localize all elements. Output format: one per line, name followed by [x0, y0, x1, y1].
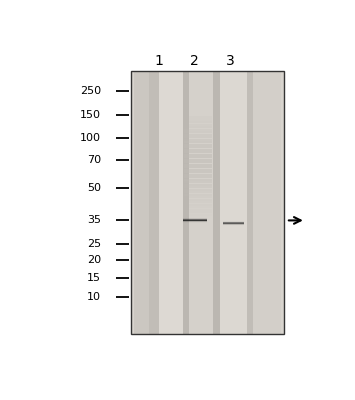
Bar	[185, 186, 212, 188]
Bar	[185, 156, 212, 158]
Bar	[185, 181, 212, 184]
Bar	[185, 168, 212, 171]
Text: 70: 70	[87, 155, 101, 165]
Bar	[185, 176, 212, 178]
Text: 50: 50	[87, 183, 101, 193]
Bar	[185, 161, 212, 164]
Bar	[185, 118, 212, 121]
Bar	[185, 174, 212, 176]
Text: 1: 1	[154, 54, 163, 68]
Bar	[185, 151, 212, 154]
Bar	[185, 138, 212, 141]
Text: 250: 250	[80, 86, 101, 96]
Bar	[131, 71, 284, 334]
Bar	[185, 126, 212, 128]
Bar	[185, 196, 212, 198]
Text: 2: 2	[190, 54, 199, 68]
Bar	[185, 214, 212, 216]
Bar	[185, 141, 212, 144]
Bar	[185, 206, 212, 208]
Bar	[185, 184, 212, 186]
Bar	[131, 71, 284, 334]
Bar	[185, 188, 212, 191]
Bar	[189, 71, 213, 334]
Bar	[185, 198, 212, 201]
Text: 150: 150	[80, 110, 101, 120]
Bar	[185, 211, 212, 214]
Bar	[213, 71, 220, 334]
Bar	[185, 154, 212, 156]
Bar	[185, 178, 212, 181]
Bar	[185, 208, 212, 211]
Text: 100: 100	[80, 133, 101, 143]
Bar	[185, 171, 212, 174]
Bar	[159, 71, 183, 334]
Bar	[185, 136, 212, 138]
Bar	[185, 204, 212, 206]
Bar	[247, 71, 253, 334]
Bar	[185, 124, 212, 126]
Text: 25: 25	[87, 239, 101, 249]
Bar	[149, 71, 159, 334]
Bar	[185, 144, 212, 146]
Bar	[185, 158, 212, 161]
Text: 15: 15	[87, 273, 101, 283]
Bar	[185, 164, 212, 166]
Bar	[134, 71, 149, 334]
Bar	[185, 201, 212, 204]
Bar	[185, 146, 212, 148]
Bar	[253, 71, 281, 334]
Text: 3: 3	[226, 54, 234, 68]
Text: 10: 10	[87, 292, 101, 302]
Bar	[185, 116, 212, 118]
Bar	[185, 148, 212, 151]
Text: 35: 35	[87, 216, 101, 226]
Text: 20: 20	[87, 255, 101, 265]
Bar	[185, 128, 212, 131]
Bar	[183, 71, 189, 334]
Bar	[185, 134, 212, 136]
Bar	[185, 191, 212, 194]
Bar	[185, 166, 212, 168]
Bar	[185, 194, 212, 196]
Bar	[185, 131, 212, 134]
Bar	[220, 71, 247, 334]
Bar	[185, 121, 212, 124]
